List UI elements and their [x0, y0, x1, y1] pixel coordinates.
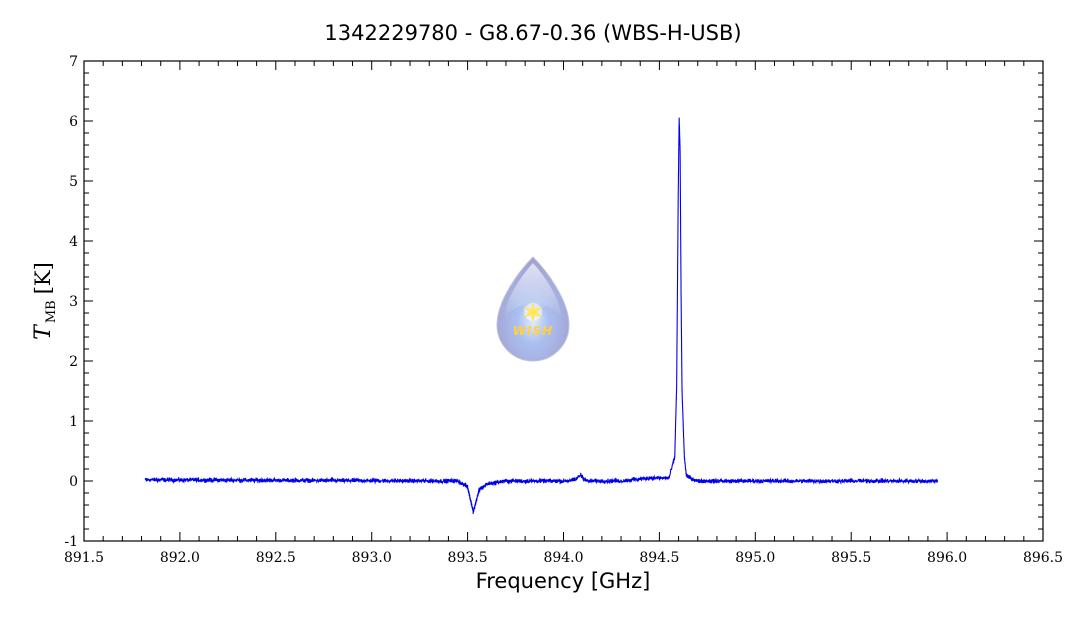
y-tick-label: 4 — [69, 234, 78, 250]
y-axis-subscript: MB — [44, 300, 59, 323]
y-tick-label: 5 — [69, 174, 78, 190]
plot-frame — [83, 60, 1044, 542]
star-icon — [523, 301, 543, 323]
y-tick-label: 3 — [69, 294, 78, 310]
y-tick-label: 6 — [69, 114, 78, 130]
x-tick-label: 894.5 — [639, 550, 679, 566]
y-tick-labels: -1 0 1 2 3 4 5 6 7 — [64, 54, 78, 550]
y-tick-label: 0 — [69, 474, 78, 490]
x-tick-label: 893.0 — [352, 550, 392, 566]
y-tick-label: 7 — [69, 54, 78, 70]
x-tick-label: 894.0 — [543, 550, 583, 566]
x-tick-label: 892.5 — [256, 550, 296, 566]
y-tick-label: 1 — [69, 414, 78, 430]
y-axis-unit: [K] — [31, 262, 55, 294]
watermark-text: WISH — [513, 324, 553, 338]
wish-logo: WISH — [496, 256, 570, 362]
x-tick-label: 891.5 — [64, 550, 104, 566]
y-axis-label: TMB [K] — [31, 262, 59, 340]
x-tick-label: 896.0 — [927, 550, 967, 566]
drop-highlight-icon — [505, 263, 561, 316]
axis-ticks — [83, 60, 1044, 542]
y-tick-label: -1 — [64, 534, 78, 550]
x-axis-label: Frequency [GHz] — [476, 569, 651, 593]
y-axis-symbol: T — [31, 323, 56, 340]
x-tick-label: 895.5 — [831, 550, 871, 566]
x-tick-label: 896.5 — [1023, 550, 1063, 566]
x-tick-label: 892.0 — [160, 550, 200, 566]
chart-title: 1342229780 - G8.67-0.36 (WBS-H-USB) — [324, 21, 741, 45]
x-tick-label: 893.5 — [448, 550, 488, 566]
x-tick-label: 895.0 — [735, 550, 775, 566]
x-tick-labels: 891.5 892.0 892.5 893.0 893.5 894.0 894.5 895.0… — [64, 550, 1063, 566]
y-tick-label: 2 — [69, 354, 78, 370]
spectrum-series-line — [144, 117, 939, 514]
